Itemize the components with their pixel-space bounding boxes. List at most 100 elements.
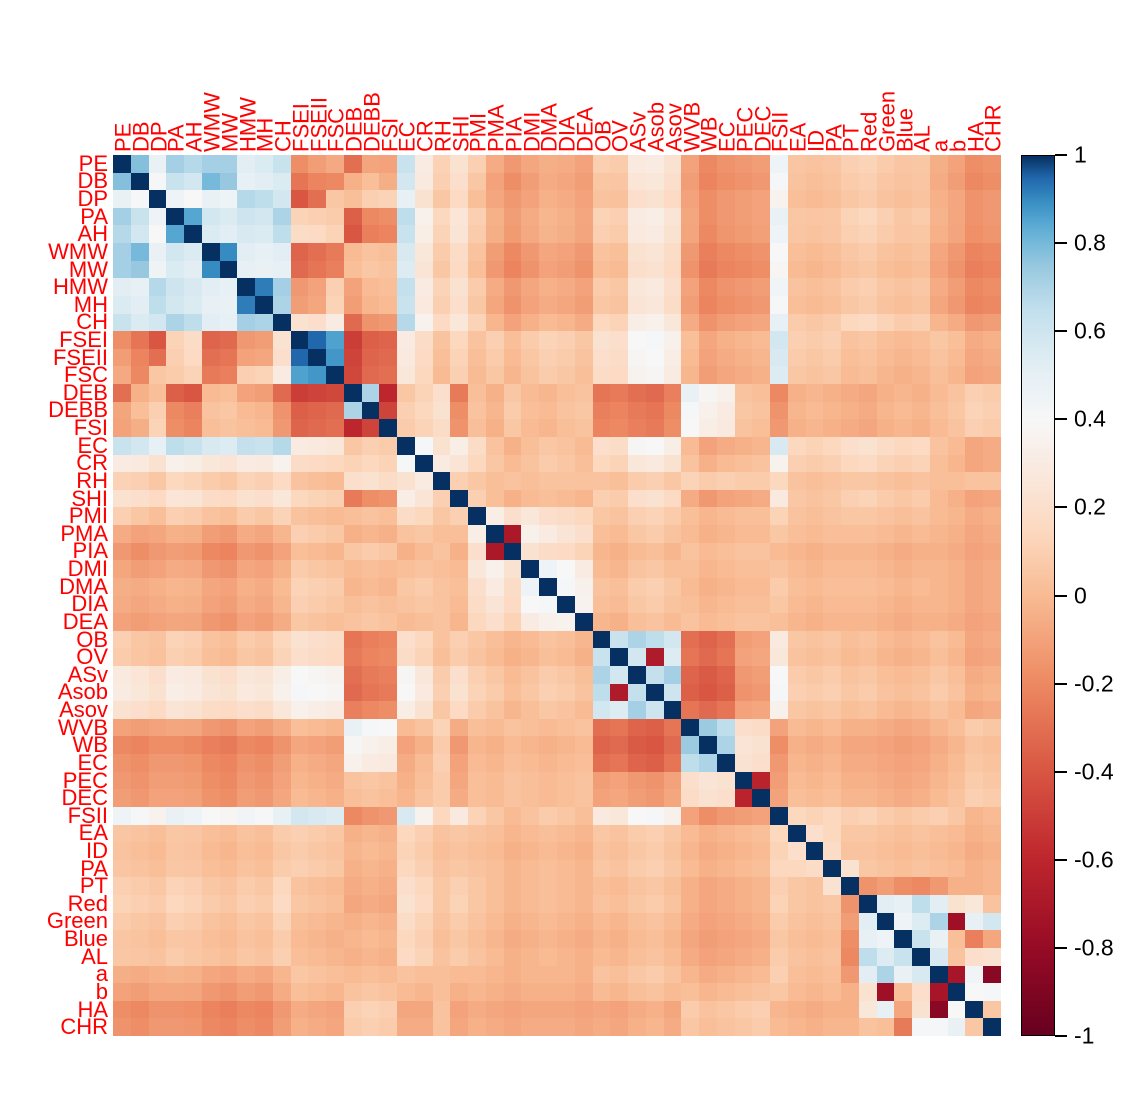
heatmap-cell: [592, 613, 611, 631]
heatmap-cell: [113, 190, 131, 208]
heatmap-cell: [610, 489, 629, 508]
heatmap-cell: [592, 542, 611, 561]
heatmap-cell: [805, 965, 824, 984]
heatmap-cell: [414, 683, 433, 702]
heatmap-cell: [734, 595, 753, 614]
heatmap-cell: [610, 701, 629, 719]
heatmap-cell: [557, 983, 575, 1001]
heatmap-cell: [237, 983, 256, 1001]
heatmap-cell: [929, 542, 948, 561]
heatmap-cell: [858, 771, 877, 790]
heatmap-cell: [663, 965, 682, 984]
heatmap-cell: [858, 983, 877, 1001]
heatmap-cell: [184, 436, 202, 455]
heatmap-cell: [272, 877, 291, 896]
heatmap-cell: [787, 172, 806, 191]
heatmap-cell: [361, 401, 380, 420]
heatmap-cell: [823, 912, 842, 931]
heatmap-cell: [770, 912, 788, 931]
heatmap-cell: [397, 1018, 415, 1036]
heatmap-cell: [645, 507, 664, 526]
heatmap-cell: [237, 736, 256, 755]
heatmap-cell: [983, 789, 1001, 807]
heatmap-cell: [805, 859, 824, 878]
heatmap-cell: [130, 930, 149, 948]
heatmap-cell: [485, 436, 504, 455]
heatmap-cell: [628, 207, 646, 226]
heatmap-cell: [557, 419, 575, 437]
heatmap-cell: [166, 454, 185, 473]
heatmap-cell: [503, 525, 522, 543]
heatmap-cell: [699, 454, 717, 473]
heatmap-cell: [503, 718, 522, 737]
heatmap-cell: [130, 278, 149, 296]
heatmap-cell: [343, 930, 362, 948]
heatmap-cell: [503, 736, 522, 755]
heatmap-cell: [414, 736, 433, 755]
heatmap-cell: [628, 630, 646, 649]
heatmap-cell: [770, 401, 788, 420]
heatmap-cell: [166, 190, 185, 208]
heatmap-cell: [361, 436, 380, 455]
heatmap-cell: [592, 295, 611, 314]
heatmap-cell: [272, 260, 291, 279]
heatmap-cell: [983, 489, 1001, 508]
heatmap-cell: [361, 895, 380, 913]
heatmap-cell: [397, 155, 415, 173]
heatmap-cell: [326, 436, 344, 455]
heatmap-cell: [841, 295, 859, 314]
heatmap-cell: [113, 436, 131, 455]
heatmap-cell: [894, 419, 913, 437]
heatmap-cell: [166, 1018, 185, 1036]
heatmap-cell: [343, 401, 362, 420]
heatmap-cell: [379, 560, 398, 578]
heatmap-cell: [823, 577, 842, 596]
heatmap-cell: [734, 525, 753, 543]
heatmap-cell: [557, 877, 575, 896]
heatmap-cell: [255, 824, 273, 843]
heatmap-cell: [592, 947, 611, 966]
heatmap-cell: [628, 930, 646, 948]
heatmap-cell: [965, 947, 984, 966]
heatmap-cell: [201, 754, 220, 772]
heatmap-cell: [876, 806, 895, 825]
heatmap-cell: [521, 683, 540, 702]
heatmap-cell: [894, 366, 913, 385]
heatmap-cell: [485, 207, 504, 226]
heatmap-cell: [201, 983, 220, 1001]
heatmap-cell: [734, 701, 753, 719]
heatmap-cell: [965, 384, 984, 402]
heatmap-cell: [965, 683, 984, 702]
heatmap-cell: [521, 295, 540, 314]
heatmap-cell: [912, 595, 930, 614]
heatmap-cell: [663, 877, 682, 896]
heatmap-cell: [539, 401, 557, 420]
heatmap-cell: [645, 947, 664, 966]
heatmap-cell: [699, 295, 717, 314]
heatmap-cell: [983, 401, 1001, 420]
heatmap-cell: [770, 384, 788, 402]
heatmap-cell: [645, 1000, 664, 1019]
heatmap-cell: [592, 806, 611, 825]
heatmap-cell: [787, 630, 806, 649]
heatmap-cell: [752, 384, 771, 402]
heatmap-cell: [894, 877, 913, 896]
heatmap-cell: [148, 701, 167, 719]
heatmap-cell: [468, 225, 486, 244]
heatmap-cell: [663, 172, 682, 191]
heatmap-cell: [130, 613, 149, 631]
heatmap-cell: [734, 630, 753, 649]
heatmap-cell: [308, 1000, 327, 1019]
heatmap-cell: [219, 207, 238, 226]
heatmap-cell: [983, 824, 1001, 843]
heatmap-cell: [397, 225, 415, 244]
row-label: PEC: [62, 767, 108, 793]
heatmap-cell: [166, 278, 185, 296]
heatmap-cell: [468, 806, 486, 825]
heatmap-cell: [397, 930, 415, 948]
heatmap-cell: [610, 806, 629, 825]
heatmap-cell: [610, 243, 629, 261]
heatmap-cell: [166, 824, 185, 843]
heatmap-cell: [734, 295, 753, 314]
heatmap-cell: [699, 824, 717, 843]
